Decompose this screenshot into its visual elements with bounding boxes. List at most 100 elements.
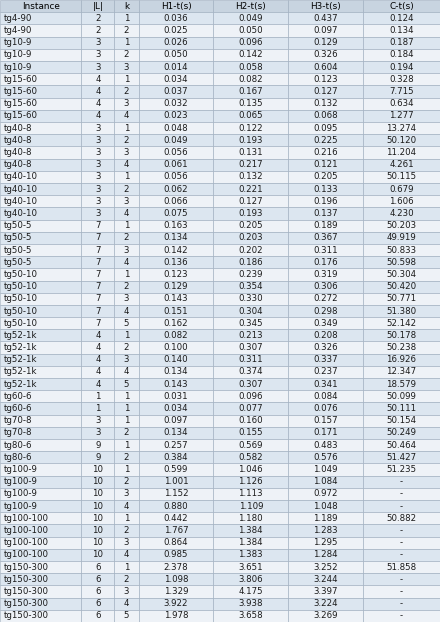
Text: 0.384: 0.384 [164,453,188,462]
Text: 3.252: 3.252 [313,563,338,572]
Text: 4.230: 4.230 [389,209,414,218]
Text: tg100-100: tg100-100 [4,538,48,547]
Text: 2: 2 [124,477,129,486]
Text: 3: 3 [124,490,129,498]
Text: tg100-9: tg100-9 [4,465,37,474]
Text: 1: 1 [124,416,129,425]
Text: 0.367: 0.367 [313,233,338,243]
Text: 0.213: 0.213 [238,331,263,340]
Text: 0.025: 0.025 [164,26,188,35]
Text: tg50-10: tg50-10 [4,307,37,315]
Text: 3: 3 [95,124,101,132]
Text: 0.326: 0.326 [313,50,338,59]
Text: 3.224: 3.224 [313,599,338,608]
Text: 3.269: 3.269 [313,611,338,620]
Text: 0.306: 0.306 [313,282,338,291]
Text: 9: 9 [95,440,101,450]
Text: 0.034: 0.034 [164,404,188,413]
Text: |L|: |L| [92,2,103,11]
Text: 0.132: 0.132 [238,172,263,182]
Text: 0.132: 0.132 [313,99,338,108]
Text: 0.134: 0.134 [389,26,414,35]
Text: tg60-6: tg60-6 [4,404,32,413]
Text: 7: 7 [95,258,101,267]
Text: 3: 3 [95,172,101,182]
Text: 1.001: 1.001 [164,477,188,486]
Text: 4: 4 [124,599,129,608]
Text: C-t(s): C-t(s) [389,2,414,11]
Text: 0.208: 0.208 [313,331,338,340]
Text: 2.378: 2.378 [164,563,188,572]
Text: 1: 1 [124,14,129,23]
Text: 0.050: 0.050 [238,26,263,35]
Text: 3: 3 [95,63,101,72]
Text: tg10-9: tg10-9 [4,38,32,47]
Text: 0.576: 0.576 [313,453,338,462]
Text: 0.237: 0.237 [313,368,338,376]
Text: 50.833: 50.833 [386,246,417,254]
Text: 0.483: 0.483 [313,440,338,450]
Text: 50.238: 50.238 [386,343,417,352]
Text: 51.858: 51.858 [386,563,417,572]
Text: 0.330: 0.330 [238,294,263,304]
Text: 7: 7 [95,233,101,243]
Text: 0.599: 0.599 [164,465,188,474]
Text: 1.384: 1.384 [238,526,263,535]
Text: tg50-5: tg50-5 [4,258,32,267]
Text: 4: 4 [124,368,129,376]
Text: 0.061: 0.061 [164,160,188,169]
Text: 0.634: 0.634 [389,99,414,108]
Text: tg150-300: tg150-300 [4,587,48,596]
Text: tg40-10: tg40-10 [4,209,37,218]
Text: 1.189: 1.189 [313,514,338,523]
Text: tg150-300: tg150-300 [4,599,48,608]
Text: 3: 3 [95,197,101,206]
Text: 3.397: 3.397 [313,587,338,596]
Text: 5: 5 [124,318,129,328]
Text: 1.383: 1.383 [238,550,263,559]
Text: 50.120: 50.120 [386,136,417,145]
Text: tg4-90: tg4-90 [4,26,32,35]
Text: 1: 1 [124,124,129,132]
Text: 1: 1 [124,75,129,84]
Text: 0.326: 0.326 [313,343,338,352]
Text: -: - [400,599,403,608]
Text: 0.058: 0.058 [238,63,263,72]
Text: 0.142: 0.142 [164,246,188,254]
Text: 0.569: 0.569 [238,440,263,450]
Text: Instance: Instance [22,2,60,11]
Text: 3: 3 [124,246,129,254]
Text: 0.050: 0.050 [164,50,188,59]
Text: 3: 3 [95,160,101,169]
Text: tg50-10: tg50-10 [4,282,37,291]
Text: 4: 4 [124,111,129,121]
Text: tg100-100: tg100-100 [4,514,48,523]
Text: tg80-6: tg80-6 [4,453,32,462]
Text: 0.077: 0.077 [238,404,263,413]
Text: 18.579: 18.579 [386,379,417,389]
Text: tg40-10: tg40-10 [4,197,37,206]
Text: 0.136: 0.136 [164,258,188,267]
Text: 1.767: 1.767 [164,526,188,535]
Text: 9: 9 [95,453,101,462]
Text: 50.178: 50.178 [386,331,417,340]
Text: 0.203: 0.203 [238,233,263,243]
Text: tg40-8: tg40-8 [4,148,32,157]
Text: 7.715: 7.715 [389,87,414,96]
Text: tg150-300: tg150-300 [4,611,48,620]
Text: 1.126: 1.126 [238,477,263,486]
Text: tg50-5: tg50-5 [4,246,32,254]
Text: 0.304: 0.304 [238,307,263,315]
Text: 1: 1 [124,563,129,572]
Text: 0.341: 0.341 [313,379,338,389]
Text: 0.095: 0.095 [313,124,338,132]
Text: 0.176: 0.176 [313,258,338,267]
Text: 3: 3 [95,50,101,59]
Text: 4: 4 [95,368,101,376]
Text: 0.189: 0.189 [313,221,338,230]
Text: 0.239: 0.239 [238,270,263,279]
Text: 0.143: 0.143 [164,294,188,304]
Text: tg150-300: tg150-300 [4,575,48,584]
Text: 1: 1 [124,221,129,230]
Text: 0.140: 0.140 [164,355,188,364]
